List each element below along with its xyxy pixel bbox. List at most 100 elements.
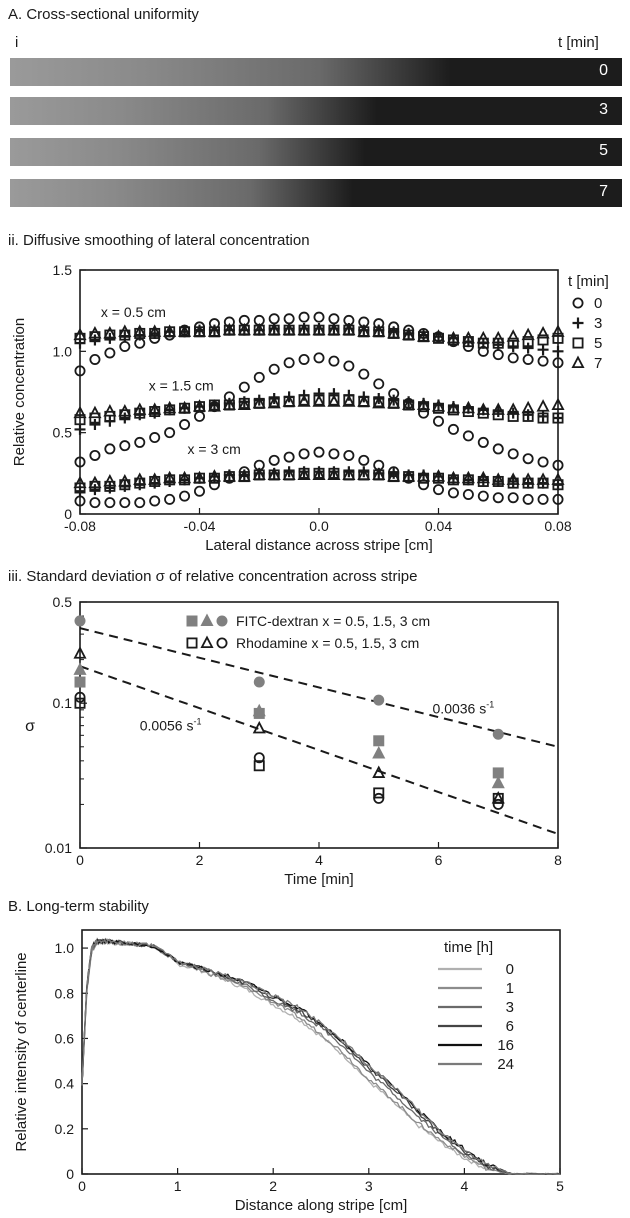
data-point xyxy=(507,410,519,422)
strip-time-label: 0 xyxy=(599,62,608,79)
data-point xyxy=(343,360,355,372)
legend-marker xyxy=(572,337,584,349)
x-axis-label: Time [min] xyxy=(284,871,353,888)
legend-label: 3 xyxy=(594,315,602,332)
series-line xyxy=(81,938,560,1175)
data-point xyxy=(357,324,371,337)
data-point xyxy=(432,415,444,427)
strip-time-label: 7 xyxy=(599,183,608,200)
data-point xyxy=(252,720,266,734)
data-point xyxy=(431,399,446,412)
data-point xyxy=(492,728,504,740)
data-point xyxy=(253,371,265,383)
data-point xyxy=(252,703,266,717)
data-point xyxy=(134,497,146,509)
legend-label: 1 xyxy=(506,980,514,997)
image-strip-5: 5 xyxy=(10,138,622,166)
data-point xyxy=(88,475,102,489)
data-point xyxy=(283,451,295,463)
fit-label-upper: 0.0036 s-1 xyxy=(433,699,495,716)
data-point xyxy=(522,336,534,348)
data-point xyxy=(133,402,147,415)
data-point xyxy=(103,404,117,417)
y-tick-label: 0 xyxy=(64,506,72,522)
data-point xyxy=(417,329,431,342)
data-point xyxy=(551,472,565,485)
chart-iii-panel-title: iii. Standard deviation σ of relative co… xyxy=(8,568,418,585)
data-point xyxy=(476,470,490,484)
data-point xyxy=(507,448,519,460)
data-point xyxy=(252,322,266,336)
legend-marker xyxy=(572,297,584,309)
data-point xyxy=(357,467,371,481)
data-point xyxy=(477,436,489,448)
data-point xyxy=(298,353,310,365)
data-point xyxy=(373,792,385,804)
data-point xyxy=(192,399,207,412)
data-point xyxy=(237,469,251,482)
data-point xyxy=(313,311,325,323)
data-point xyxy=(506,472,520,485)
data-point xyxy=(327,394,341,407)
data-point xyxy=(462,430,474,442)
data-point xyxy=(492,798,504,810)
data-point xyxy=(537,412,549,424)
y-tick-label: 1.0 xyxy=(55,940,75,956)
data-point xyxy=(118,474,132,487)
x-tick-label: 5 xyxy=(556,1178,564,1194)
legend-marker-triangle xyxy=(200,635,214,649)
legend-label: 0 xyxy=(506,961,514,978)
x-axis-label: Lateral distance across stripe [cm] xyxy=(205,537,433,554)
data-point xyxy=(73,646,87,659)
y-axis-label: Relative intensity of centerline xyxy=(13,952,30,1151)
y-tick-label: 0 xyxy=(66,1166,74,1182)
data-point xyxy=(178,470,192,484)
data-point xyxy=(88,405,102,419)
data-point xyxy=(282,467,296,481)
data-point xyxy=(313,352,325,364)
data-point xyxy=(431,329,446,342)
data-point xyxy=(73,662,87,675)
legend-label: 24 xyxy=(497,1056,514,1073)
data-point xyxy=(417,397,431,411)
data-point xyxy=(179,490,191,502)
data-point xyxy=(268,313,280,325)
data-point xyxy=(372,745,386,759)
y-tick-label: 1.0 xyxy=(53,343,73,359)
data-point xyxy=(252,467,266,481)
data-point xyxy=(103,325,117,339)
data-point xyxy=(313,446,325,458)
annotation-label: x = 1.5 cm xyxy=(149,377,214,393)
strip-glow xyxy=(10,179,353,207)
data-point xyxy=(89,353,101,365)
legend-marker-square xyxy=(186,637,198,649)
data-point xyxy=(373,787,385,799)
chart-b-panel-title: B. Long-term stability xyxy=(8,898,149,915)
y-tick-label: 0.6 xyxy=(55,1030,75,1046)
data-point xyxy=(552,459,564,471)
data-point xyxy=(551,324,565,337)
legend-label: Rhodamine x = 0.5, 1.5, 3 cm xyxy=(236,635,419,651)
strip-time-label: 3 xyxy=(599,101,608,118)
data-point xyxy=(104,443,116,455)
data-point xyxy=(507,340,519,352)
data-point xyxy=(373,694,385,706)
data-point xyxy=(446,470,460,484)
data-point xyxy=(342,394,356,407)
data-point xyxy=(327,322,341,336)
data-point xyxy=(387,325,401,339)
data-point xyxy=(104,497,116,509)
image-strip-0: 0 xyxy=(10,58,622,86)
x-tick-label: 2 xyxy=(269,1178,277,1194)
legend-marker-circle xyxy=(216,637,228,649)
data-point xyxy=(298,448,310,460)
image-strip-7: 7 xyxy=(10,179,622,207)
data-point xyxy=(89,334,101,346)
x-tick-label: 0 xyxy=(76,852,84,868)
data-point xyxy=(476,402,490,415)
data-point xyxy=(431,469,446,482)
data-point xyxy=(552,332,564,344)
data-point xyxy=(372,324,386,337)
data-point xyxy=(268,454,280,466)
data-point xyxy=(237,397,251,411)
